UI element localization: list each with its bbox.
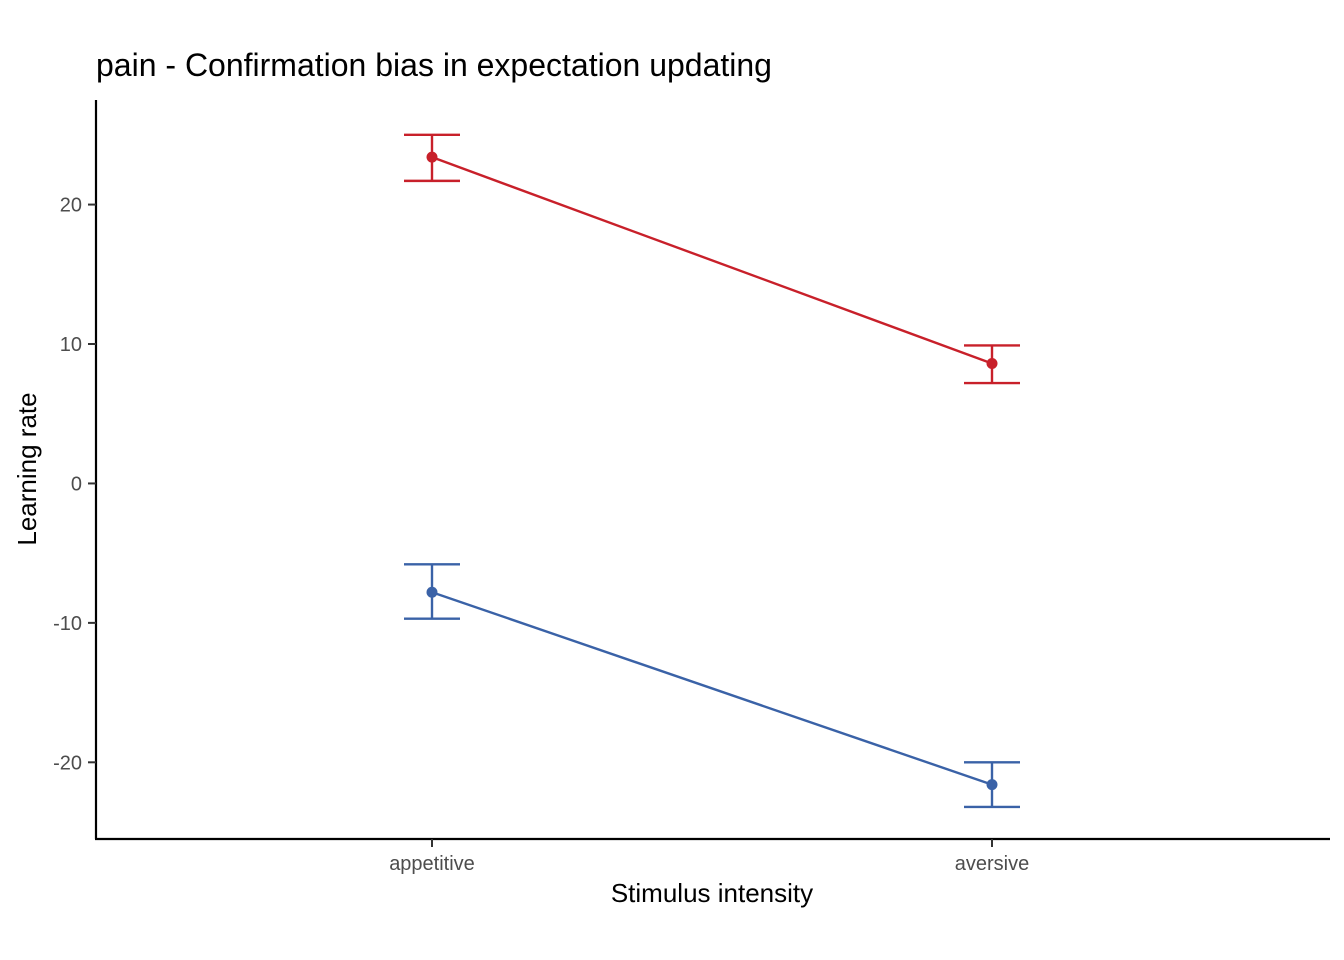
x-axis-title: Stimulus intensity <box>611 878 813 908</box>
series-0 <box>404 133 1020 385</box>
plot-area <box>404 133 1020 809</box>
data-point <box>986 358 998 370</box>
y-tick-label: 20 <box>60 195 82 217</box>
series-1 <box>404 563 1020 809</box>
y-tick-label: -10 <box>53 613 82 635</box>
y-axis-title: Learning rate <box>12 392 42 545</box>
data-point <box>986 779 998 791</box>
data-point <box>426 586 438 598</box>
y-tick-label: -20 <box>53 752 82 774</box>
x-tick-label: appetitive <box>389 853 475 875</box>
x-tick-label: aversive <box>955 853 1029 875</box>
x-axis-ticks: appetitive aversive <box>389 839 1029 875</box>
y-tick-label: 10 <box>60 334 82 356</box>
chart-title: pain - Confirmation bias in expectation … <box>96 47 772 83</box>
data-point <box>426 151 438 163</box>
series-line <box>431 591 993 786</box>
y-axis-ticks: -20 -10 0 10 20 <box>53 195 96 774</box>
y-tick-label: 0 <box>71 473 82 495</box>
series-line <box>431 156 993 365</box>
